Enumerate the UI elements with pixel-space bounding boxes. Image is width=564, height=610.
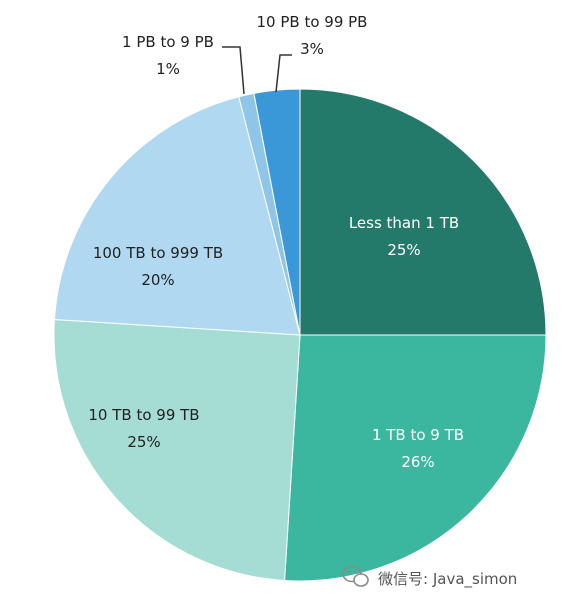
pie-slice-1-tb-to-9-tb (284, 334, 547, 582)
slice-value-label: 26% (401, 453, 434, 471)
slice-value-label: 25% (127, 433, 160, 451)
slice-label: Less than 1 TB (349, 214, 459, 232)
slice-label: 10 PB to 99 PB (257, 13, 368, 31)
watermark-text: 微信号: Java_simon (378, 570, 517, 589)
slice-value-label: 1% (156, 60, 180, 78)
slice-value-label: 3% (300, 40, 324, 58)
slice-label: 100 TB to 999 TB (93, 244, 223, 262)
slice-value-label: 20% (141, 271, 174, 289)
pie-slice-10-tb-to-99-tb (53, 319, 301, 582)
slice-label: 1 PB to 9 PB (122, 33, 214, 51)
leader-line (275, 54, 292, 93)
leader-line (222, 46, 245, 95)
watermark: 微信号: Java_simon (342, 565, 517, 589)
slice-label: 10 TB to 99 TB (88, 406, 199, 424)
pie-slice-100-tb-to-999-tb (53, 96, 301, 336)
leader-lines (222, 46, 292, 95)
pie-slices (53, 88, 547, 582)
slice-value-label: 25% (387, 241, 420, 259)
slice-labels: Less than 1 TB 25% 1 TB to 9 TB 26% 10 TB to… (88, 13, 464, 471)
pie-slice-less-than-1-tb (299, 88, 547, 336)
slice-label: 1 TB to 9 TB (372, 426, 464, 444)
wechat-icon (342, 565, 369, 587)
